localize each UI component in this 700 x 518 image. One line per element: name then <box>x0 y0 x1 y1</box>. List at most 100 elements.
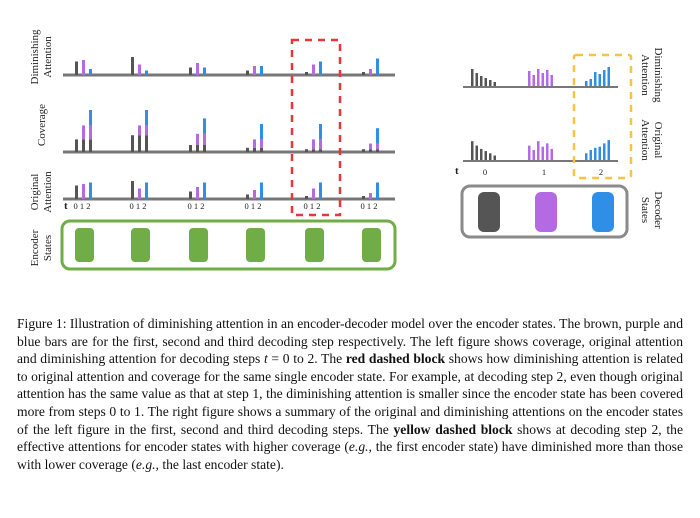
row-label-encoder-1: Encoder <box>29 229 41 266</box>
row-label-original-2: Attention <box>42 171 54 213</box>
coverage-bar-g5-s1-seg1 <box>369 143 372 150</box>
right-step-axis-label: t <box>455 165 459 177</box>
diminishing-summary-bar-s0-b1 <box>475 73 478 87</box>
dim-bar-g0-s1 <box>82 60 85 75</box>
dim-bar-g0-s2 <box>89 69 92 75</box>
diminishing-summary-bar-s2-b3 <box>598 74 601 87</box>
coverage-bar-g2-s1-seg1 <box>196 133 199 145</box>
decoder-state-2 <box>592 192 614 232</box>
original-summary-bar-s0-b4 <box>489 153 492 161</box>
dim-bar-g5-s2 <box>376 58 379 75</box>
original-summary-bar-s2-b0 <box>585 153 588 161</box>
dim-bar-g3-s2 <box>260 66 263 75</box>
coverage-bar-g1-s1-seg0 <box>138 135 141 152</box>
original-summary-bar-s0-b1 <box>475 145 478 161</box>
dim-bar-g4-s2 <box>319 61 322 75</box>
encoder-state-3 <box>246 228 265 262</box>
dim-bar-g1-s1 <box>138 64 141 75</box>
coverage-bar-g2-s2-seg2 <box>203 118 206 134</box>
caption-segment-5: yellow dashed block <box>393 421 513 437</box>
right-label-diminishing-2: Attention <box>639 54 651 96</box>
coverage-bar-g3-s2-seg1 <box>260 139 263 148</box>
coverage-bar-g5-s0-seg0 <box>362 149 365 152</box>
original-summary-bar-s2-b5 <box>607 140 610 161</box>
encoder-state-blocks <box>75 228 381 262</box>
encoder-state-4 <box>305 228 324 262</box>
figure-illustration: Diminishing Attention Coverage Original … <box>29 29 664 271</box>
coverage-bar-g1-s1-seg1 <box>138 125 141 136</box>
diminishing-summary-bar-s2-b0 <box>585 81 588 87</box>
row-label-coverage: Coverage <box>36 104 48 146</box>
caption-segment-3: red dashed block <box>345 351 446 367</box>
dim-bar-g3-s1 <box>253 66 256 75</box>
encoder-state-2 <box>189 228 208 262</box>
caption-segment-6: shows at decoding step 2, the effective … <box>17 421 683 455</box>
orig-bar-g5-s1 <box>369 193 372 199</box>
right-label-decoder-2: States <box>639 197 651 223</box>
original-summary-bar-s2-b2 <box>594 147 597 161</box>
orig-bar-g5-s0 <box>362 196 365 199</box>
diminishing-summary-bar-s1-b2 <box>537 69 540 87</box>
caption-segment-10: the last encoder state). <box>158 456 284 472</box>
original-summary-bar-s1-b3 <box>541 146 544 161</box>
diminishing-summary-bar-s1-b1 <box>532 75 535 87</box>
encoder-states-container <box>60 219 397 271</box>
dim-bar-g5-s0 <box>362 72 365 75</box>
dim-bar-g4-s0 <box>305 72 308 75</box>
row-label-original-1: Original <box>29 174 41 211</box>
original-summary-bar-s0-b0 <box>471 141 474 161</box>
coverage-bar-g0-s1-seg0 <box>82 139 85 152</box>
coverage-bar-g1-s0-seg0 <box>131 135 134 152</box>
left-tick-label-4: 0 1 2 <box>304 201 321 211</box>
left-step-axis-label: t <box>64 200 68 212</box>
right-step-tick-2: 2 <box>599 167 603 177</box>
diminishing-summary-bar-s0-b0 <box>471 69 474 87</box>
coverage-bar-g2-s2-seg1 <box>203 133 206 145</box>
decoder-state-1 <box>535 192 557 232</box>
caption-segment-0: Figure 1: Illustration of diminishing at… <box>17 316 683 367</box>
orig-bar-g4-s2 <box>319 182 322 199</box>
dim-bar-g5-s1 <box>369 69 372 75</box>
diminishing-summary-bar-s1-b5 <box>550 75 553 87</box>
caption-segment-4: shows how diminishing attention is relat… <box>17 351 684 437</box>
coverage-bar-g0-s0-seg0 <box>75 139 78 152</box>
orig-bar-g2-s1 <box>196 187 199 199</box>
right-label-diminishing-1: Diminishing <box>652 47 664 103</box>
coverage-bar-g1-s2-seg2 <box>145 110 148 126</box>
orig-bar-g0-s2 <box>89 182 92 199</box>
left-tick-label-0: 0 1 2 <box>74 201 91 211</box>
coverage-bar-g0-s2-seg0 <box>89 139 92 152</box>
left-tick-label-2: 0 1 2 <box>188 201 205 211</box>
diminishing-summary-bar-s2-b1 <box>589 79 592 87</box>
coverage-bar-g2-s0-seg0 <box>189 145 192 152</box>
diminishing-summary-bar-s0-b5 <box>493 82 496 87</box>
orig-bar-g1-s0 <box>131 181 134 199</box>
original-summary-bar-s2-b3 <box>598 146 601 161</box>
left-baselines <box>63 73 395 201</box>
coverage-bar-g3-s0-seg0 <box>246 147 249 152</box>
orig-bar-g3-s0 <box>246 194 249 199</box>
coverage-bar-g1-s2-seg1 <box>145 125 148 136</box>
diminishing-summary-bar-s0-b3 <box>484 78 487 87</box>
coverage-bar-g2-s2-seg0 <box>203 145 206 152</box>
coverage-bar-g4-s2-seg1 <box>319 139 322 150</box>
right-row-labels: Diminishing Attention Original Attention… <box>639 47 664 228</box>
caption-segment-7: e.g., <box>348 439 372 455</box>
diminishing-summary-bar-s0-b4 <box>489 80 492 87</box>
left-tick-label-1: 0 1 2 <box>130 201 147 211</box>
diminishing-summary-bar-s2-b5 <box>607 67 610 87</box>
original-summary-bar-s1-b1 <box>532 150 535 161</box>
coverage-bar-g1-s2-seg0 <box>145 135 148 152</box>
dim-bar-g2-s0 <box>189 67 192 75</box>
dim-bar-g4-s1 <box>312 64 315 75</box>
coverage-bar-g0-s2-seg1 <box>89 125 92 140</box>
diminishing-summary-bar-s2-b2 <box>594 72 597 87</box>
coverage-bar-g4-s1-seg0 <box>312 149 315 152</box>
encoder-state-0 <box>75 228 94 262</box>
orig-bar-g1-s1 <box>138 188 141 199</box>
coverage-bar-g0-s1-seg1 <box>82 125 85 140</box>
coverage-bar-g4-s2-seg0 <box>319 149 322 152</box>
left-tick-labels: 0 1 2 0 1 2 0 1 2 0 1 2 0 1 2 0 1 2 <box>74 201 378 211</box>
orig-bar-g0-s0 <box>75 185 78 199</box>
encoder-state-5 <box>362 228 381 262</box>
